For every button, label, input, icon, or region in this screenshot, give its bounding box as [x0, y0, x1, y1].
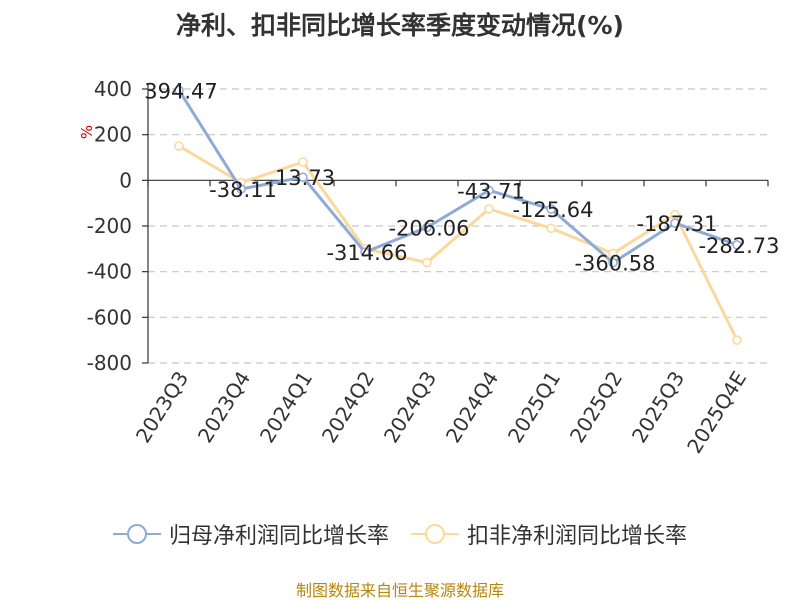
- data-point: [484, 204, 494, 214]
- data-label: 13.73: [275, 166, 335, 190]
- x-tick-label: 2024Q2: [317, 367, 379, 447]
- data-point: [546, 204, 556, 214]
- x-tick-label: 2023Q4: [193, 367, 255, 447]
- legend-swatch-deducted-profit-icon: [411, 524, 459, 544]
- data-point: [298, 172, 308, 182]
- legend-swatch-net-profit-icon: [112, 524, 161, 544]
- data-label: -282.73: [698, 234, 779, 258]
- series-line-0: [177, 89, 738, 265]
- data-label: -125.64: [512, 198, 593, 222]
- y-tick-label: -200: [87, 214, 132, 238]
- data-label: -360.58: [574, 252, 655, 276]
- data-point: [670, 218, 680, 228]
- legend-item-deducted-profit[interactable]: 扣非净利润同比增长率: [411, 518, 687, 550]
- data-point: [422, 257, 432, 268]
- y-tick-label: 200: [94, 123, 132, 147]
- series-layer: [174, 85, 742, 345]
- data-point: [360, 247, 370, 257]
- legend-label-deducted-profit: 扣非净利润同比增长率: [467, 524, 688, 549]
- data-point: [236, 184, 246, 194]
- x-tick-label: 2024Q4: [441, 367, 503, 447]
- y-tick-label: -600: [87, 305, 132, 329]
- data-point: [298, 157, 308, 167]
- x-tick-label: 2024Q3: [379, 367, 441, 447]
- data-point: [546, 223, 556, 234]
- legend: 归母净利润同比增长率 扣非净利润同比增长率: [0, 518, 800, 550]
- series-line-1: [178, 144, 739, 341]
- data-point: [174, 141, 184, 151]
- data-point: [174, 85, 184, 96]
- y-tick-label: 400: [94, 77, 132, 101]
- x-tick-label: 2024Q1: [255, 367, 317, 447]
- y-axis-unit-label: %: [78, 125, 96, 139]
- chart-title: 净利、扣非同比增长率季度变动情况(%): [176, 11, 624, 40]
- x-tick-label: 2025Q4E: [682, 367, 751, 458]
- data-label: -43.71: [457, 179, 525, 203]
- x-tick-label: 2025Q2: [565, 367, 627, 447]
- y-tick-label: 0: [119, 168, 132, 192]
- x-tick-label: 2025Q3: [627, 367, 689, 447]
- x-tick-label: 2023Q3: [131, 367, 193, 447]
- y-tick-label: -400: [87, 260, 132, 284]
- data-point: [608, 257, 618, 268]
- source-note: 制图数据来自恒生聚源数据库: [295, 581, 504, 600]
- data-point: [732, 240, 742, 250]
- data-label: -187.31: [636, 212, 717, 236]
- legend-label-net-profit: 归母净利润同比增长率: [168, 524, 389, 549]
- data-point: [608, 248, 618, 259]
- y-tick-label: -800: [87, 351, 132, 375]
- grid-layer: [148, 88, 768, 364]
- data-label: 394.47: [144, 79, 217, 103]
- legend-item-net-profit[interactable]: 归母净利润同比增长率: [112, 518, 389, 550]
- data-point: [732, 335, 742, 345]
- data-label: -206.06: [388, 216, 469, 240]
- data-point: [484, 185, 494, 196]
- data-point: [422, 222, 432, 233]
- x-tick-label: 2025Q1: [503, 367, 565, 447]
- data-label: -314.66: [326, 241, 407, 265]
- data-label: -38.11: [209, 178, 277, 202]
